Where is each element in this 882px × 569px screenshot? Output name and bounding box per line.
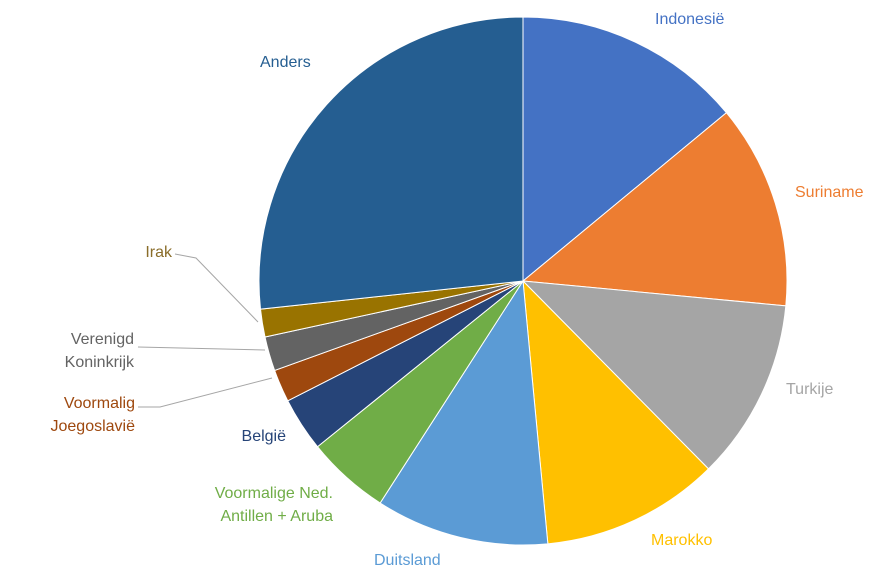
leader-line	[138, 377, 273, 408]
pie-slice	[522, 16, 728, 283]
slice-label: Marokko	[651, 532, 713, 549]
slice-label: België	[241, 428, 286, 445]
pie-slice	[521, 112, 788, 307]
slice-label: Anders	[260, 54, 311, 71]
slice-label: Turkije	[786, 381, 834, 398]
slice-label: Indonesië	[655, 11, 725, 28]
leader-line	[137, 346, 266, 351]
pie-slice	[521, 280, 787, 470]
slice-label: Irak	[145, 244, 172, 261]
pie-slice	[379, 279, 549, 546]
slice-label: Duitsland	[374, 552, 441, 569]
slice-label: Verenigd Koninkrijk	[64, 331, 134, 371]
slice-label: Voormalig Joegoslavië	[50, 395, 136, 435]
leader-line	[174, 253, 259, 323]
slice-label: Suriname	[795, 184, 864, 201]
pie-slice	[522, 279, 710, 545]
slice-label: Voormalige Ned. Antillen + Aruba	[214, 485, 333, 525]
pie-slice	[258, 16, 524, 310]
